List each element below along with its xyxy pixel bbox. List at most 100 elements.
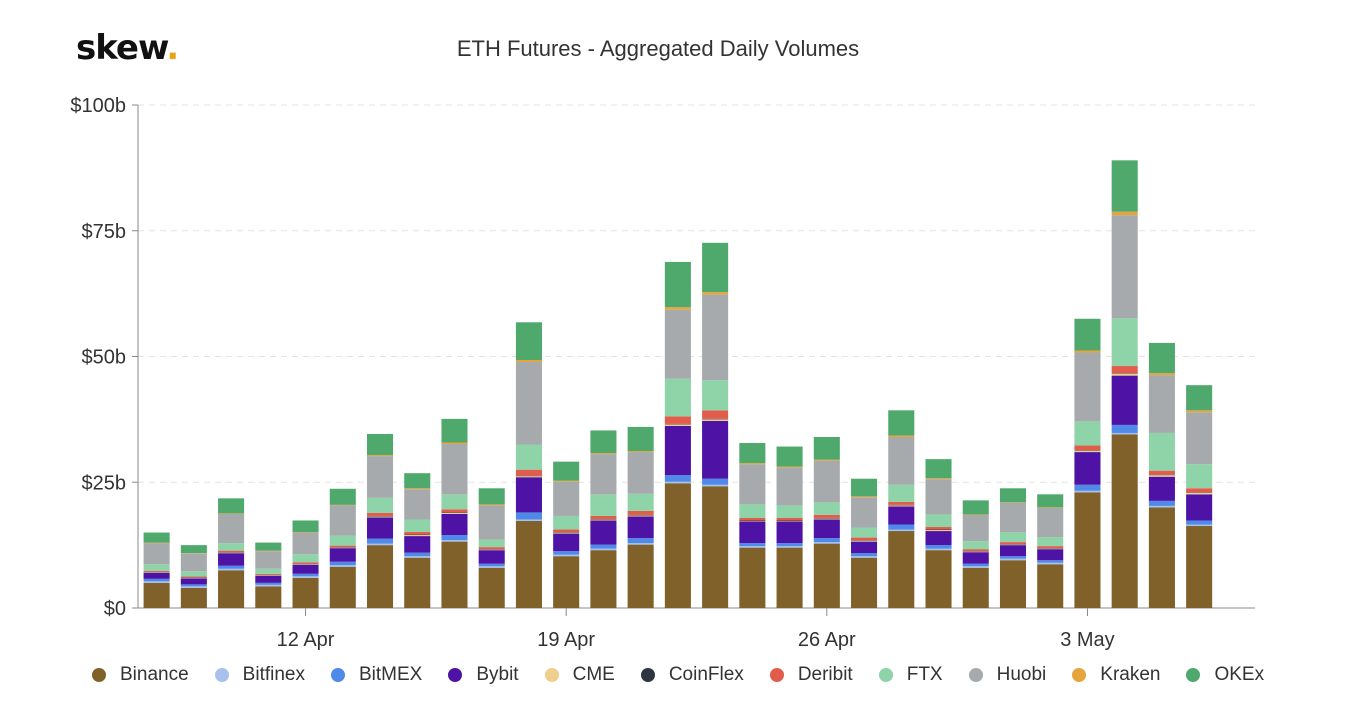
bar-segment-deribit <box>366 512 394 516</box>
legend-item-binance[interactable]: Binance <box>92 664 189 686</box>
bar-segment-ftx <box>851 527 878 538</box>
bar-stack-2021-04-20 <box>627 426 654 608</box>
legend-item-bitmex[interactable]: BitMEX <box>330 664 422 686</box>
legend-label: Bybit <box>476 664 519 685</box>
legend-item-ftx[interactable]: FTX <box>878 664 943 686</box>
bar-segment-huobi <box>1037 507 1064 538</box>
bar-segment-huobi <box>776 467 803 506</box>
bar-segment-kraken <box>851 496 878 498</box>
bar-segment-kraken <box>1186 410 1213 413</box>
bar-segment-okex <box>776 446 803 467</box>
bar-segment-cme <box>1148 475 1175 477</box>
bar-segment-cme <box>515 476 542 478</box>
bar-segment-ftx <box>366 497 394 513</box>
bar-segment-coinflex <box>1111 373 1138 374</box>
bar-segment-huobi <box>366 456 394 498</box>
bar-segment-bitmex <box>739 543 766 547</box>
bar-segment-ftx <box>702 380 729 411</box>
bar-segment-binance <box>813 543 840 608</box>
bar-segment-huobi <box>925 479 952 515</box>
bar-segment-kraken <box>664 307 691 310</box>
bar-segment-bybit <box>590 520 617 545</box>
bar-segment-binance <box>1037 564 1064 608</box>
bar-segment-binance <box>255 586 282 608</box>
bar-segment-cme <box>1037 548 1064 550</box>
bar-segment-bitmex <box>590 544 617 549</box>
legend-item-bybit[interactable]: Bybit <box>448 664 519 686</box>
bar-segment-bitmex <box>143 578 170 582</box>
bar-segment-bitmex <box>1074 484 1101 491</box>
bar-segment-cme <box>218 552 245 554</box>
bar-segment-cme <box>292 564 319 565</box>
legend-item-cme[interactable]: CME <box>544 664 615 686</box>
legend-item-huobi[interactable]: Huobi <box>968 664 1046 686</box>
bar-segment-bitmex <box>1148 500 1175 506</box>
bar-segment-kraken <box>888 435 915 437</box>
bar-segment-okex <box>404 473 431 489</box>
bar-segment-bybit <box>478 550 505 564</box>
bar-segment-binance <box>1148 507 1175 608</box>
chart-title: ETH Futures - Aggregated Daily Volumes <box>456 36 860 61</box>
bar-segment-coinflex <box>180 577 207 578</box>
y-tick-label: $25b <box>82 472 127 494</box>
bar-segment-huobi <box>441 444 468 495</box>
bar-segment-bitfinex <box>925 548 952 551</box>
bar-segment-ftx <box>776 505 803 518</box>
bar-segment-binance <box>515 520 542 608</box>
bar-segment-kraken <box>1111 211 1138 216</box>
bar-segment-bitmex <box>999 556 1027 559</box>
stacked-bar-chart: $0 $25b $50b $75b $100b 12 Apr 19 Apr 26 Apr 3 M… <box>70 95 1255 651</box>
bar-stack-2021-04-24 <box>776 446 803 608</box>
legend-swatch <box>640 668 655 682</box>
bar-segment-huobi <box>515 362 542 445</box>
bar-segment-kraken <box>255 550 282 552</box>
bar-stack-2021-04-29 <box>962 500 989 608</box>
bar-segment-cme <box>813 518 840 520</box>
bar-segment-bybit <box>515 477 542 513</box>
bar-stack-2021-04-18 <box>553 461 580 608</box>
legend-swatch <box>330 668 345 682</box>
legend-item-kraken[interactable]: Kraken <box>1072 664 1160 686</box>
bar-segment-bitmex <box>404 552 431 557</box>
bar-segment-coinflex <box>515 475 542 477</box>
legend-label: FTX <box>906 664 943 685</box>
bar-segment-okex <box>180 545 207 554</box>
legend-item-bitfinex[interactable]: Bitfinex <box>214 664 305 686</box>
bar-segment-bitfinex <box>1186 524 1213 527</box>
legend-item-okex[interactable]: OKEx <box>1186 664 1264 686</box>
bar-stack-2021-04-11 <box>292 520 319 608</box>
bar-segment-kraken <box>590 453 617 455</box>
bar-segment-cme <box>1074 450 1101 453</box>
bar-segment-okex <box>1037 494 1064 508</box>
bar-segment-huobi <box>553 481 580 516</box>
bar-segment-ftx <box>590 494 617 516</box>
bar-segment-okex <box>553 461 580 481</box>
bar-segment-bybit <box>366 517 394 539</box>
legend-item-deribit[interactable]: Deribit <box>769 664 853 686</box>
bar-segment-huobi <box>143 543 170 565</box>
bar-segment-binance <box>1186 526 1213 608</box>
bar-segment-bybit <box>962 552 989 564</box>
bar-segment-huobi <box>329 505 356 536</box>
bar-segment-okex <box>292 520 319 533</box>
bar-segment-bybit <box>888 506 915 525</box>
bar-segment-bitfinex <box>664 481 691 484</box>
bar-segment-okex <box>702 242 729 293</box>
bar-segment-deribit <box>925 527 952 530</box>
bar-segment-okex <box>888 410 915 436</box>
bar-segment-binance <box>218 570 245 608</box>
bar-segment-deribit <box>1148 470 1175 475</box>
bar-segment-ftx <box>1037 537 1064 547</box>
bar-segment-coinflex <box>627 514 654 516</box>
bar-segment-binance <box>627 544 654 608</box>
bar-segment-deribit <box>888 501 915 505</box>
legend-item-coinflex[interactable]: CoinFlex <box>640 664 744 686</box>
bar-segment-kraken <box>478 504 505 506</box>
bar-segment-bitfinex <box>478 566 505 568</box>
legend-label: Bitfinex <box>242 664 305 685</box>
bar-segment-cme <box>962 551 989 553</box>
bar-segment-huobi <box>180 553 207 572</box>
bar-segment-bitfinex <box>404 556 431 558</box>
bar-segment-ftx <box>255 568 282 574</box>
bar-segment-deribit <box>739 517 766 521</box>
